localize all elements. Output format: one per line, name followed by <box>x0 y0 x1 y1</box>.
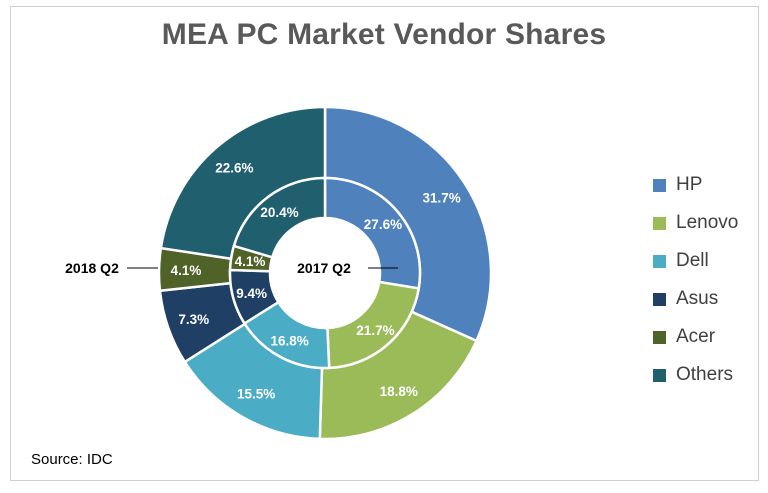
data-label-dell-2017-q2: 16.8% <box>271 333 309 348</box>
legend-label: Asus <box>676 288 719 309</box>
data-label-asus-2017-q2: 9.4% <box>236 286 267 301</box>
data-label-others-2017-q2: 20.4% <box>260 205 298 220</box>
legend-label: Acer <box>676 326 716 347</box>
slice-others-2017-q2 <box>232 176 327 259</box>
data-label-dell-2018-q2: 15.5% <box>237 387 275 402</box>
data-label-others-2018-q2: 22.6% <box>215 161 253 176</box>
data-label-hp-2018-q2: 31.7% <box>423 190 461 205</box>
outer-ring-2018-q2 <box>157 105 493 441</box>
legend-swatch <box>653 254 666 268</box>
chart-title: MEA PC Market Vendor Shares <box>161 18 607 51</box>
legend-swatch <box>653 368 666 382</box>
legend-swatch <box>653 178 666 192</box>
data-label-asus-2018-q2: 7.3% <box>178 312 209 327</box>
inner-ring-2017-q2 <box>228 176 422 370</box>
ring-label-2017-q2: 2017 Q2 <box>297 260 351 276</box>
legend-label: Dell <box>676 250 709 271</box>
data-label-acer-2018-q2: 4.1% <box>171 263 202 278</box>
legend-item-lenovo: Lenovo <box>653 204 738 242</box>
legend-label: Others <box>676 364 734 385</box>
legend-item-asus: Asus <box>653 280 738 318</box>
data-label-lenovo-2018-q2: 18.8% <box>380 384 418 399</box>
data-label-acer-2017-q2: 4.1% <box>235 254 266 269</box>
segment-labels: 31.7% 18.8% 15.5% 7.3% 4.1% 22.6% 27.6% 21.7% 16… <box>171 161 461 402</box>
legend-label: HP <box>676 174 703 195</box>
legend-swatch <box>653 292 666 306</box>
legend-item-hp: HP <box>653 166 738 204</box>
legend-item-others: Others <box>653 356 738 394</box>
data-label-hp-2017-q2: 27.6% <box>364 217 402 232</box>
legend-item-dell: Dell <box>653 242 738 280</box>
legend: HP Lenovo Dell Asus Acer Others <box>653 166 738 394</box>
slice-hp-2017-q2 <box>323 176 422 290</box>
legend-swatch <box>653 216 666 230</box>
data-label-lenovo-2017-q2: 21.7% <box>356 323 394 338</box>
legend-swatch <box>653 330 666 344</box>
source-note: Source: IDC <box>31 451 113 468</box>
legend-label: Lenovo <box>676 212 739 233</box>
legend-item-acer: Acer <box>653 318 738 356</box>
ring-label-2018-q2: 2018 Q2 <box>65 260 119 276</box>
